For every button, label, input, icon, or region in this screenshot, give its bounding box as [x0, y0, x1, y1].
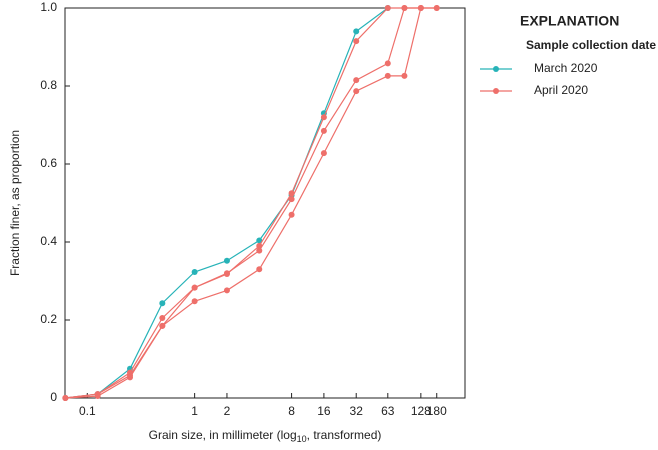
data-point — [256, 247, 263, 254]
x-tick-label: 1 — [191, 404, 198, 418]
data-point — [159, 322, 166, 329]
legend-title: EXPLANATION — [520, 13, 619, 29]
data-point — [320, 127, 327, 134]
series-line — [65, 7, 421, 399]
series-line — [65, 7, 437, 399]
legend-subtitle: Sample collection date — [526, 38, 656, 52]
data-point — [191, 284, 198, 291]
data-point — [353, 38, 360, 45]
data-point — [223, 287, 230, 294]
data-point — [159, 315, 166, 322]
data-point — [384, 5, 391, 11]
plot-frame — [64, 7, 466, 399]
x-tick-label: 32 — [350, 404, 364, 418]
data-point — [320, 150, 327, 157]
data-point — [353, 28, 360, 35]
data-point — [384, 72, 391, 79]
x-label-sub: 10 — [297, 434, 307, 444]
x-tick-label: 180 — [427, 404, 447, 418]
x-tick-label: 8 — [288, 404, 295, 418]
data-point — [256, 237, 263, 244]
y-tick-label: 1.0 — [40, 0, 57, 14]
legend-marker — [493, 88, 499, 94]
data-point — [223, 257, 230, 264]
data-point — [417, 5, 424, 11]
legend-label: April 2020 — [534, 83, 588, 97]
series-line — [65, 7, 389, 399]
data-point — [353, 77, 360, 84]
data-point — [191, 298, 198, 305]
legend-label: March 2020 — [534, 61, 598, 75]
data-point — [320, 114, 327, 121]
x-tick-label: 0.1 — [79, 404, 96, 418]
data-point — [288, 196, 295, 203]
y-tick-label: 0.8 — [40, 78, 57, 92]
x-tick-label: 128 — [411, 404, 431, 418]
data-point — [94, 393, 101, 400]
data-point — [384, 60, 391, 67]
data-point — [159, 300, 166, 307]
y-axis-label: Fraction finer, as proportion — [8, 130, 22, 276]
x-tick-label: 16 — [317, 404, 331, 418]
x-tick-label: 2 — [224, 404, 231, 418]
data-point — [191, 269, 198, 276]
x-label-part: , transformed) — [307, 428, 382, 442]
y-tick-label: 0.2 — [40, 312, 57, 326]
data-point — [353, 88, 360, 95]
data-point — [401, 72, 408, 79]
legend-marker — [493, 66, 499, 72]
data-point — [223, 270, 230, 277]
y-tick-label: 0.4 — [40, 234, 57, 248]
data-point — [433, 5, 440, 11]
x-tick-label: 63 — [381, 404, 395, 418]
y-tick-label: 0.6 — [40, 156, 57, 170]
data-point — [62, 395, 69, 401]
x-label-part: Grain size, in millimeter (log — [149, 428, 297, 442]
data-point — [256, 266, 263, 273]
data-point — [127, 374, 134, 381]
y-tick-label: 0 — [50, 390, 57, 404]
data-point — [288, 211, 295, 218]
x-axis-label: Grain size, in millimeter (log10, transf… — [149, 428, 382, 444]
data-point — [401, 5, 408, 11]
